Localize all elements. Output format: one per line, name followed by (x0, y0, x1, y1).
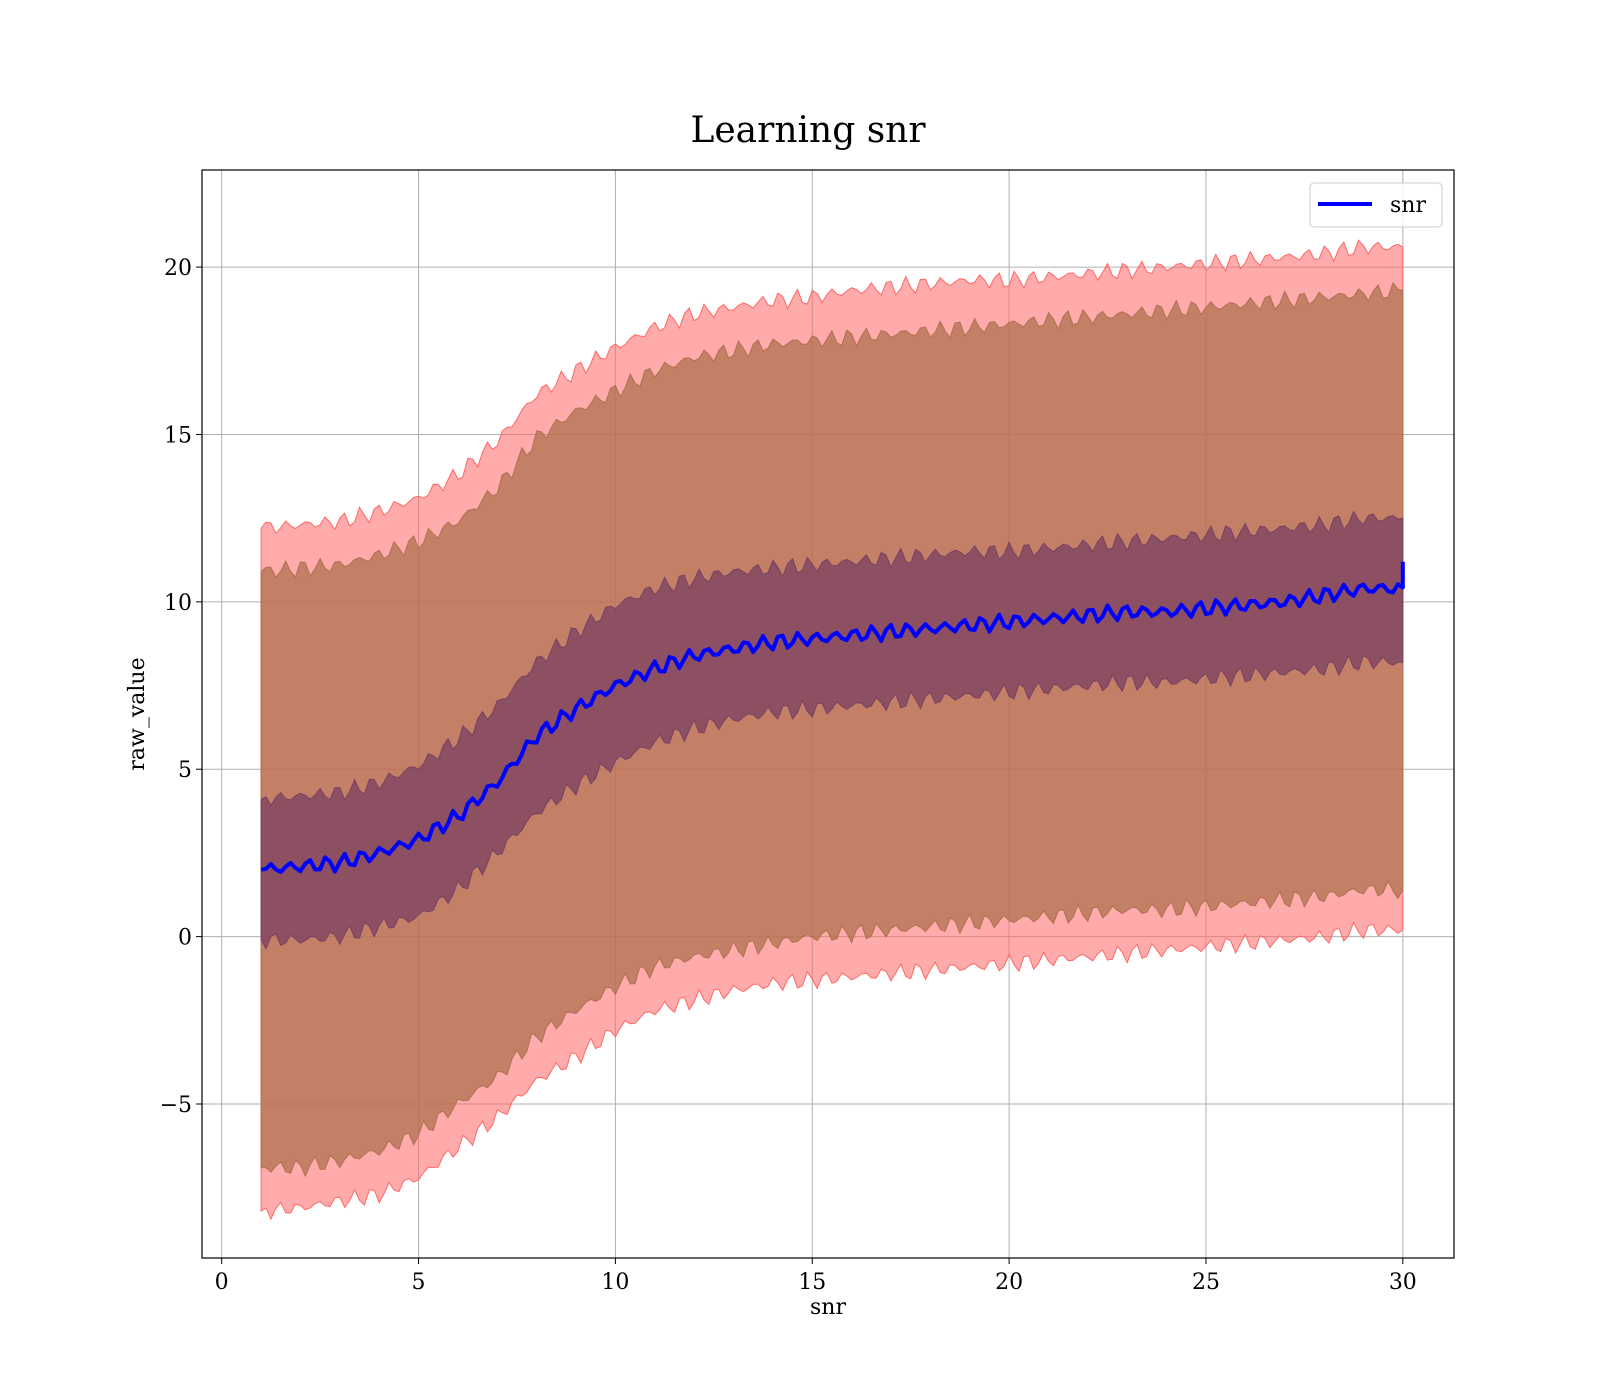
x-tick-label-0: 0 (215, 1270, 229, 1295)
series-line-snr (260, 561, 1405, 874)
legend-label-snr: snr (1390, 193, 1426, 218)
band-middle (260, 281, 1404, 1178)
x-tick-label-2: 10 (601, 1270, 629, 1295)
legend: snr (1309, 182, 1443, 228)
x-tick-label-6: 30 (1389, 1270, 1417, 1295)
y-tick-label-4: 15 (164, 423, 192, 448)
y-tick-label-2: 5 (178, 758, 192, 783)
x-tick-label-5: 25 (1192, 1270, 1220, 1295)
y-tick-label-1: 0 (178, 926, 192, 951)
plot-frame (201, 169, 1455, 1259)
x-axis-label: snr (810, 1295, 846, 1320)
chart-title: Learning snr (690, 110, 926, 151)
confidence-bands (260, 239, 1404, 1221)
y-ticks: −5 0 5 10 15 20 (160, 256, 202, 1118)
legend-box (1309, 182, 1443, 228)
series-lines (260, 561, 1405, 874)
x-ticks: 0 5 10 15 20 25 30 (215, 1258, 1417, 1295)
x-tick-label-4: 20 (995, 1270, 1023, 1295)
y-tick-label-5: 20 (164, 256, 192, 281)
x-tick-label-3: 15 (798, 1270, 826, 1295)
x-tick-label-1: 5 (412, 1270, 426, 1295)
y-axis-label: raw_value (125, 657, 150, 770)
y-tick-label-0: −5 (160, 1093, 192, 1118)
y-tick-label-3: 10 (164, 591, 192, 616)
